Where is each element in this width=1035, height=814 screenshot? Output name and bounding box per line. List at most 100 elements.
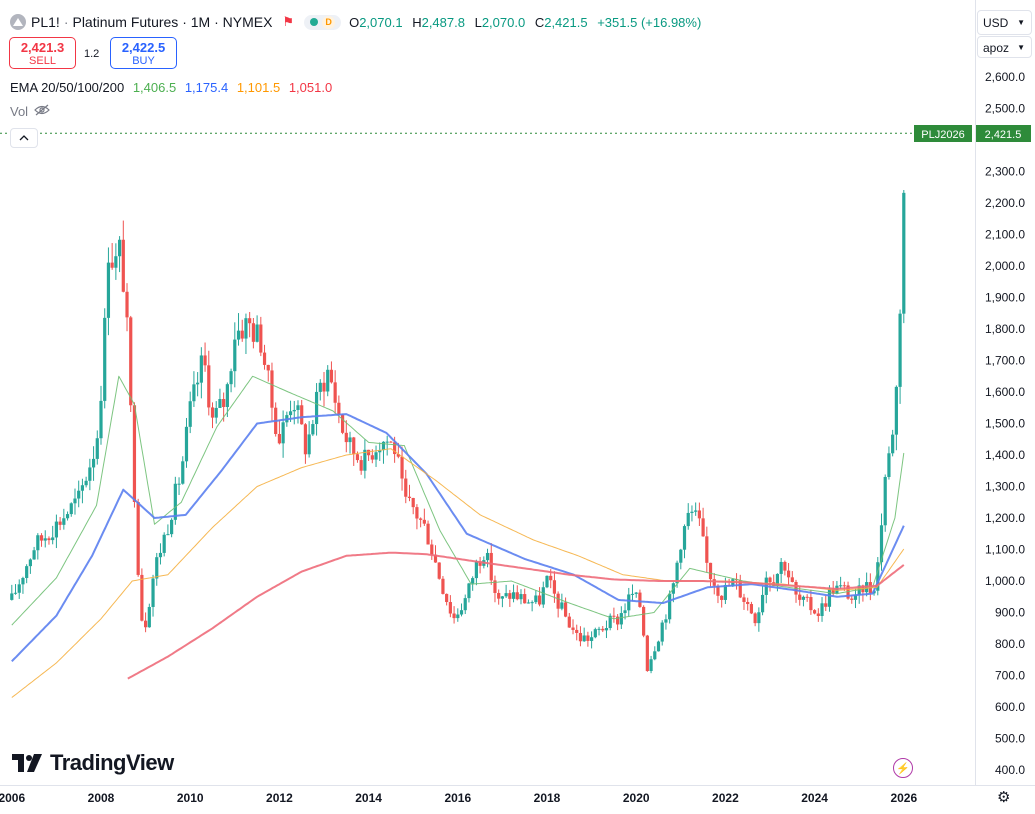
settings-gear-icon[interactable]: ⚙ [997,789,1011,806]
candle-body [642,606,646,636]
y-tick-label: 1,600.0 [985,385,1025,399]
buy-button[interactable]: 2,422.5 BUY [110,37,177,69]
candle-body [891,434,895,454]
candle-body [664,619,668,623]
candle-body [738,580,742,598]
candle-body [608,615,612,629]
sell-button[interactable]: 2,421.3 SELL [9,37,76,69]
collapse-legend-button[interactable] [10,128,38,148]
candle-body [590,637,594,641]
candle-body [805,596,809,598]
symbol-title[interactable]: Platinum Futures · 1M · NYMEX [72,14,273,30]
tradingview-logo[interactable]: TradingView [12,750,174,776]
candle-body [422,519,426,524]
price-axis[interactable]: 2,600.0 2,500.0 2,300.0 2,200.0 2,100.0 2,000… [985,70,1025,777]
y-tick-label: 1,700.0 [985,354,1025,368]
candle-body [125,291,129,318]
candle-body [508,593,512,599]
candle-body [240,330,244,339]
x-tick-label: 2014 [355,791,382,805]
candle-body [359,460,363,471]
candle-body [686,512,690,527]
candle-body [248,318,252,324]
currency-label: USD [983,16,1009,30]
candle-body [601,628,605,631]
candle-body [207,365,211,408]
candle-body [155,557,159,579]
candle-body [318,382,322,392]
candle-body [110,262,114,268]
candle-body [196,382,200,385]
x-tick-label: 2006 [0,791,25,805]
candle-body [21,577,25,585]
candle-body [255,324,259,342]
y-tick-label: 1,400.0 [985,448,1025,462]
candle-body [296,405,300,410]
eye-hidden-icon[interactable] [34,104,50,119]
candle-body [679,549,683,563]
candle-body [604,628,609,631]
candle-body [537,595,542,605]
candle-body [244,318,248,339]
ema100-value: 1,101.5 [236,80,281,95]
candle-body [638,592,642,607]
flag-icon[interactable]: ⚑ [282,14,295,29]
price-tag-value: 2,421.5 [985,129,1022,141]
candle-body [407,496,412,498]
lightning-icon[interactable]: ⚡ [893,758,913,778]
candle-body [389,441,393,443]
candle-body [385,441,389,443]
ema-line-100 [11,448,905,698]
candle-body [292,409,296,412]
candle-body [270,370,274,408]
candle-body [448,602,452,614]
candle-body [259,324,263,353]
volume-legend[interactable]: Vol [10,104,50,119]
candle-body [367,449,371,456]
candle-body [656,641,661,652]
high-value: 2,487.8 [421,14,465,30]
candle-body [779,561,783,574]
time-axis[interactable]: 2006 2008 2010 2012 2014 2016 2018 2020 2022 2024… [0,791,917,805]
y-tick-label: 1,500.0 [985,417,1025,431]
candle-body [560,602,564,609]
y-tick-label: 1,000.0 [985,574,1025,588]
y-tick-label: 2,500.0 [985,102,1025,116]
currency-select[interactable]: USD ▼ [977,10,1032,35]
candle-body [597,628,601,630]
candle-body [694,510,698,512]
candle-body [266,364,270,371]
candle-body [441,578,445,594]
candle-body [720,595,724,600]
ema200-value: 1,051.0 [288,80,333,95]
candle-body [489,552,493,581]
y-tick-label: 600.0 [995,700,1025,714]
candle-body [58,521,62,525]
ema-legend[interactable]: EMA 20/50/100/200 1,406.5 1,175.4 1,101.… [10,80,337,95]
scale-mode-select[interactable]: apoz ▼ [977,36,1032,58]
candle-body [121,239,125,292]
candle-body [355,454,360,461]
candle-body [329,369,334,383]
candle-body [853,594,858,600]
candle-body [504,593,508,597]
candle-body [563,602,568,617]
market-open-dot-icon [310,18,319,26]
candle-body [753,613,757,624]
candle-body [129,317,133,406]
status-pill[interactable]: D [304,14,342,30]
symbol-name[interactable]: PL1! [31,14,60,30]
candle-body [708,562,713,580]
candle-body [556,593,560,609]
ema-line-200 [127,551,905,680]
candle-body [549,575,553,581]
candle-body [723,584,727,600]
candle-body [311,424,315,435]
candle-body [214,407,218,418]
candle-body [166,534,170,536]
candle-body [170,519,174,535]
candle-body [370,455,374,460]
candle-body [757,612,761,624]
x-tick-label: 2022 [712,791,739,805]
